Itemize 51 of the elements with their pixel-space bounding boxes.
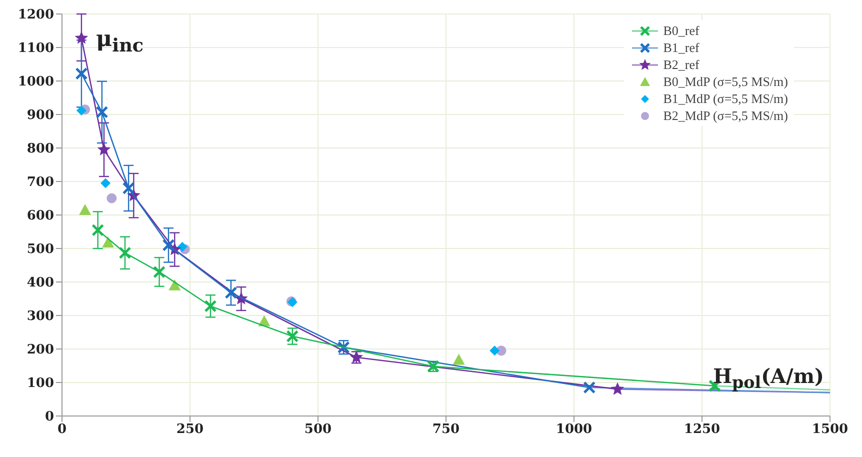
- y-tick-label: 400: [26, 276, 54, 291]
- point: [74, 31, 88, 44]
- y-tick-label: 500: [26, 242, 54, 258]
- y-tick-label: 100: [26, 376, 54, 392]
- point: [96, 106, 108, 118]
- point: [76, 105, 86, 116]
- point: [118, 246, 132, 260]
- y-tick-label: 900: [26, 108, 54, 124]
- y-tick-label: 200: [26, 342, 54, 358]
- point: [75, 67, 88, 80]
- point: [162, 238, 175, 252]
- point: [610, 382, 624, 395]
- x-tick-label: 1000: [556, 422, 592, 438]
- point: [177, 242, 188, 252]
- legend-label: B0_MdP (σ=5,5 MS/m): [663, 74, 788, 90]
- y-tick-label: 1000: [18, 74, 54, 90]
- legend-label: B0_ref: [663, 22, 700, 38]
- point: [490, 346, 500, 356]
- point: [92, 224, 104, 236]
- y-axis-title: μ$_{inc}$: [96, 26, 144, 56]
- point: [204, 300, 217, 312]
- point: [224, 286, 238, 299]
- x-tick-label: 500: [304, 422, 332, 438]
- y-tick-label: 300: [26, 309, 54, 324]
- point: [153, 266, 166, 278]
- legend-label: B1_ref: [663, 40, 700, 56]
- y-tick-label: 0: [44, 410, 54, 425]
- legend-label: B2_MdP (σ=5,5 MS/m): [663, 108, 788, 124]
- point: [583, 381, 596, 394]
- point: [97, 142, 111, 156]
- legend-label: B1_MdP (σ=5,5 MS/m): [663, 90, 788, 106]
- x-axis-title: H$_{pol}$(A/m): [713, 364, 824, 392]
- x-tick-label: 750: [432, 422, 460, 438]
- point: [452, 354, 465, 365]
- y-tick-label: 800: [26, 142, 54, 157]
- x-tick-label: 250: [176, 422, 204, 438]
- y-tick-label: 1100: [18, 41, 54, 56]
- y-tick-label: 1200: [18, 8, 54, 23]
- legend-label: B2_ref: [663, 56, 700, 72]
- point: [122, 182, 135, 194]
- y-tick-label: 600: [26, 208, 54, 224]
- x-tick-label: 1250: [684, 422, 720, 438]
- x-tick-label: 0: [57, 422, 67, 438]
- point: [79, 204, 92, 215]
- point: [102, 236, 114, 248]
- point: [106, 193, 117, 204]
- y-tick-label: 700: [26, 175, 54, 190]
- point: [168, 279, 181, 290]
- x-tick-label: 1500: [812, 422, 848, 438]
- point: [286, 330, 299, 343]
- point: [100, 178, 111, 188]
